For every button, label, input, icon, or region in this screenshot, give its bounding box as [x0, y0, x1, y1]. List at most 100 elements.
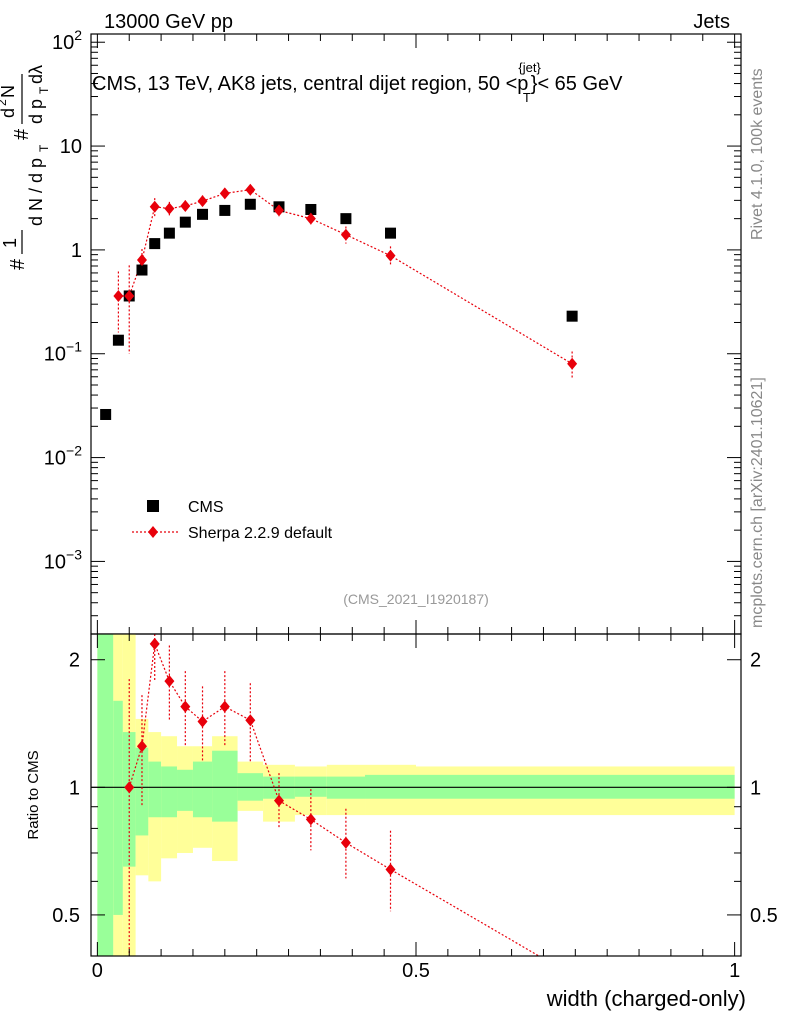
legend: CMS Sherpa 2.2.9 default: [132, 499, 333, 542]
sherpa-point: [124, 289, 135, 302]
band-inner: [177, 769, 193, 811]
cms-point: [100, 408, 112, 420]
cms-point: [385, 227, 397, 239]
cms-point: [305, 203, 317, 215]
y-tick-label: 1: [71, 240, 82, 262]
main-axis-ticks: [91, 34, 741, 635]
x-tick-labels: 0 0.5 1: [92, 960, 740, 982]
y-tick-label-exponent: 2: [74, 27, 82, 43]
cms-point: [197, 208, 209, 220]
ratio-sherpa-point: [180, 700, 191, 713]
sherpa-point: [340, 228, 351, 241]
main-y-axis-label: # 1 d N / d p T # d 2 N d p T dλ: [0, 65, 51, 270]
svg-text:#: #: [7, 258, 29, 270]
band-inner: [97, 634, 114, 956]
legend-cms-marker: [147, 500, 159, 512]
sherpa-point: [136, 253, 147, 266]
svg-text:2: 2: [0, 99, 9, 106]
sherpa-point: [385, 249, 396, 262]
ratio-y-tick-label-left: 0.5: [52, 905, 80, 927]
sherpa-point: [245, 183, 256, 196]
chart-title: CMS, 13 TeV, AK8 jets, central dijet reg…: [92, 60, 623, 105]
ratio-sherpa-point: [219, 700, 230, 713]
ratio-y-tick-label-left: 1: [69, 777, 80, 799]
ratio-sherpa-points: [124, 637, 396, 876]
band-inner: [113, 700, 123, 915]
cms-point: [136, 264, 148, 276]
header-left: 13000 GeV pp: [104, 11, 233, 33]
ratio-sherpa-point: [340, 836, 351, 849]
sherpa-point: [149, 200, 160, 213]
y-tick-label-base: 10: [44, 344, 66, 366]
cms-point: [179, 216, 191, 228]
x-tick-label: 1: [729, 960, 740, 982]
ratio-sherpa-point: [245, 714, 256, 727]
y-tick-label-exponent: −3: [66, 546, 82, 562]
x-axis-label: width (charged-only): [546, 986, 746, 1011]
y-tick-label: 10−3: [44, 546, 82, 573]
ratio-sherpa-point: [385, 863, 396, 876]
ratio-y-tick-labels: 0.5 0.5 1 1 2 2: [52, 650, 778, 927]
legend-sherpa-label: Sherpa 2.2.9 default: [188, 525, 333, 542]
cms-point: [163, 227, 175, 239]
svg-text:dλ: dλ: [26, 65, 46, 84]
analysis-id: (CMS_2021_I1920187): [343, 591, 489, 607]
ratio-sherpa-point: [136, 740, 147, 753]
ratio-sherpa-point: [273, 794, 284, 807]
y-tick-label-exponent: −2: [66, 443, 82, 459]
y-tick-label: 102: [52, 27, 82, 54]
ratio-sherpa-point: [149, 637, 160, 650]
band-inner: [212, 750, 238, 822]
ratio-y-tick-label-right: 1: [750, 777, 761, 799]
sherpa-point: [180, 199, 191, 212]
ratio-sherpa-point: [197, 715, 208, 728]
ratio-sherpa-point: [164, 675, 175, 688]
mcplots-label: mcplots.cern.ch [arXiv:2401.10621]: [749, 377, 766, 628]
sherpa-point: [197, 195, 208, 208]
cms-point: [340, 213, 352, 225]
sherpa-curve: [118, 189, 573, 365]
rivet-label: Rivet 4.1.0, 100k events: [749, 68, 766, 240]
sherpa-point: [164, 202, 175, 215]
main-frame: [90, 33, 742, 635]
cms-point: [219, 204, 231, 216]
band-inner: [148, 761, 162, 818]
legend-sherpa-marker: [148, 526, 158, 538]
y-tick-label: 10−2: [44, 443, 82, 470]
svg-text:d p: d p: [26, 99, 46, 124]
sherpa-point: [567, 357, 578, 370]
y-tick-label-exponent: −1: [66, 339, 82, 355]
y-tick-label-base: 10: [44, 551, 66, 573]
ratio-y-tick-label-left: 2: [69, 650, 80, 672]
band-inner: [294, 776, 327, 797]
sherpa-line: [118, 189, 573, 365]
band-inner: [161, 766, 178, 818]
cms-point: [149, 238, 161, 250]
x-tick-label: 0: [92, 960, 103, 982]
svg-text:T: T: [37, 144, 51, 152]
y-tick-label: 10: [60, 136, 82, 158]
ratio-y-tick-label-right: 0.5: [750, 905, 778, 927]
y-tick-label-base: 10: [60, 136, 82, 158]
cms-point: [112, 334, 124, 346]
ratio-y-axis-label: Ratio to CMS: [25, 750, 42, 839]
cms-point: [244, 198, 256, 210]
svg-text:d N / d p: d N / d p: [26, 158, 46, 226]
svg-text:d: d: [0, 108, 18, 118]
sherpa-point: [219, 187, 230, 200]
band-inner: [192, 761, 213, 818]
svg-text:#: #: [11, 128, 33, 140]
sherpa-point: [273, 204, 284, 217]
ratio-sherpa-point: [305, 813, 316, 826]
x-tick-label: 0.5: [402, 960, 430, 982]
header-right: Jets: [693, 11, 730, 33]
ratio-uncertainty-bands: [97, 634, 735, 956]
sherpa-point: [305, 212, 316, 225]
svg-text:1: 1: [0, 238, 20, 248]
y-tick-label-base: 10: [44, 448, 66, 470]
ratio-sherpa-point: [124, 781, 135, 794]
sherpa-point: [113, 289, 124, 302]
y-tick-label-base: 10: [52, 32, 74, 54]
